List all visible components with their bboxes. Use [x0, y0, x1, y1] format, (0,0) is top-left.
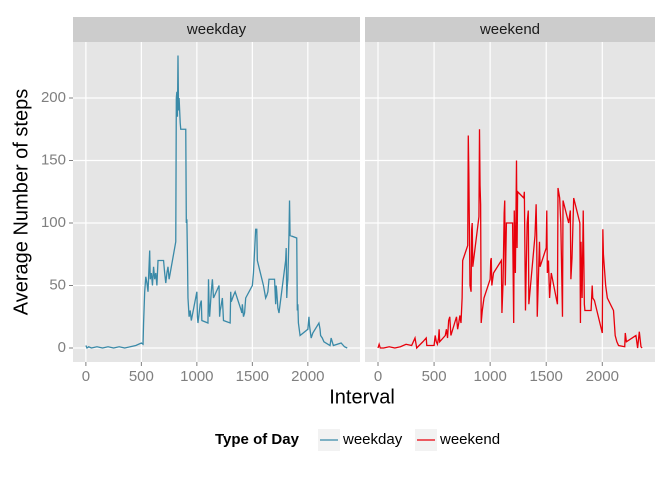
x-axis-label: Interval: [329, 386, 395, 408]
x-tick-label: 1500: [236, 368, 269, 385]
legend-label: weekday: [342, 431, 403, 448]
x-tick-label: 2000: [291, 368, 324, 385]
strip-background: [365, 17, 655, 42]
strip-label: weekend: [479, 21, 540, 38]
y-axis-label: Average Number of steps: [10, 89, 32, 315]
panel-background: [73, 42, 360, 362]
x-tick-label: 1000: [180, 368, 213, 385]
series-line: [377, 129, 643, 350]
x-tick-label: 1000: [473, 368, 506, 385]
x-tick-label: 2000: [586, 368, 619, 385]
x-tick-label: 1500: [530, 368, 563, 385]
y-tick-label: 100: [41, 214, 66, 231]
y-tick-label: 50: [49, 276, 66, 293]
legend-label: weekend: [439, 431, 500, 448]
legend-title: Type of Day: [215, 431, 300, 448]
x-tick-label: 0: [374, 368, 382, 385]
x-tick-label: 0: [82, 368, 90, 385]
strip-background: [73, 17, 360, 42]
x-tick-label: 500: [422, 368, 447, 385]
y-tick-label: 0: [58, 339, 66, 356]
y-tick-label: 150: [41, 151, 66, 168]
y-tick-label: 200: [41, 89, 66, 106]
series-line: [85, 55, 348, 350]
panel-background: [365, 42, 655, 362]
x-tick-label: 500: [129, 368, 154, 385]
strip-label: weekday: [186, 21, 247, 38]
